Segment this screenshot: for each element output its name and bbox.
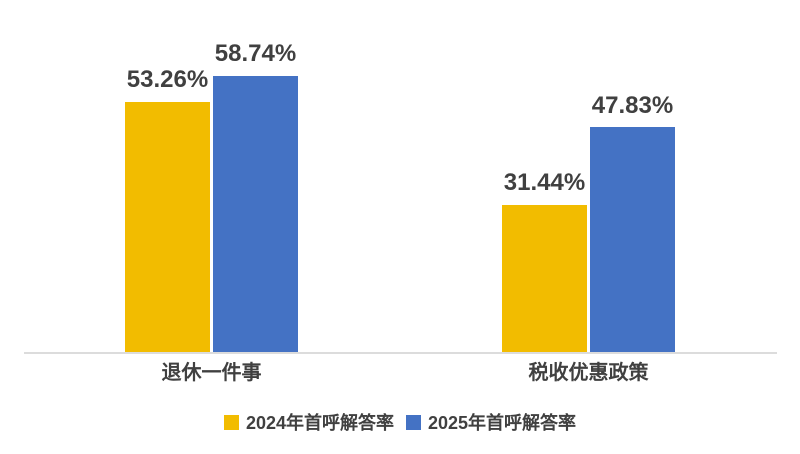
x-axis-line: [24, 352, 777, 354]
data-label-2025-category-2: 47.83%: [591, 91, 674, 119]
data-label-2025-category-1: 58.74%: [214, 40, 297, 68]
legend-label: 2025年首呼解答率: [428, 413, 577, 433]
bar-column-2025-category-2: 47.83%: [590, 0, 675, 353]
bar-2024-category-1: [125, 101, 210, 353]
bar-column-2025-category-1: 58.74%: [213, 0, 298, 353]
category-label-2: 税收优惠政策: [528, 362, 649, 384]
category-label-1: 退休一件事: [161, 362, 262, 384]
data-label-2024-category-1: 53.26%: [126, 66, 209, 94]
bar-group-2: 31.44% 47.83%: [502, 0, 675, 353]
data-label-2024-category-2: 31.44%: [503, 169, 586, 197]
bar-column-2024-category-1: 53.26%: [125, 0, 210, 353]
legend-item-2025: 2025年首呼解答率: [406, 409, 576, 435]
legend-swatch-icon: [406, 414, 421, 430]
legend-swatch-icon: [223, 414, 239, 430]
bar-2025-category-2: [590, 127, 675, 353]
bar-column-2024-category-2: 31.44%: [502, 0, 587, 353]
bar-2025-category-1: [213, 75, 298, 353]
bar-2024-category-2: [502, 204, 587, 353]
bar-group-1: 53.26% 58.74%: [125, 0, 298, 353]
legend-label: 2024年首呼解答率: [245, 413, 394, 433]
plot-area: 53.26% 58.74% 31.44% 47.83%: [125, 0, 675, 353]
legend: 2024年首呼解答率 2025年首呼解答率: [0, 409, 800, 435]
legend-item-2024: 2024年首呼解答率: [223, 409, 394, 435]
